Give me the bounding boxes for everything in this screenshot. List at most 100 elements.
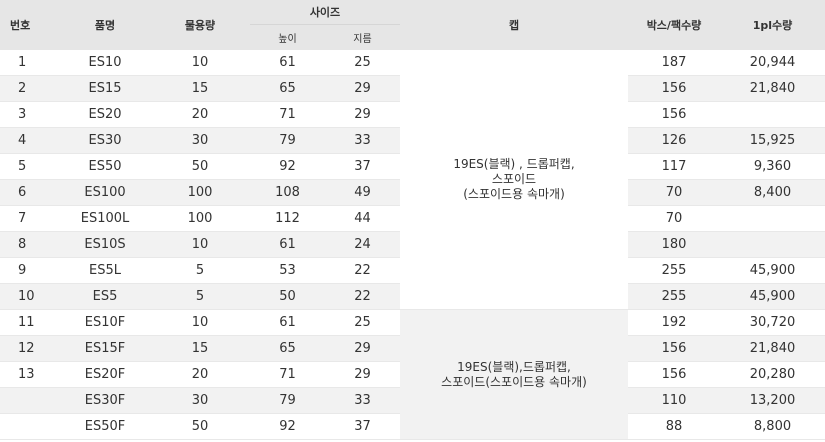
cap-text-line: (스포이드용 속마개) <box>463 187 565 201</box>
cell-box-qty: 88 <box>628 413 720 440</box>
cell-volume: 30 <box>150 127 250 154</box>
cell-height: 65 <box>250 335 325 362</box>
cell-name: ES30 <box>60 127 150 154</box>
cell-volume: 50 <box>150 153 250 180</box>
cell-diameter: 29 <box>325 335 400 362</box>
cell-no: 11 <box>0 309 60 336</box>
cap-text-line: 스포이드 <box>491 172 537 186</box>
cell-volume: 5 <box>150 283 250 310</box>
cell-no: 3 <box>0 101 60 128</box>
cell-pl-qty: 8,800 <box>720 413 825 440</box>
cell-box-qty: 156 <box>628 75 720 102</box>
header-box-qty: 박스/팩수량 <box>628 0 720 50</box>
cell-cap-group: 19ES(블랙),드롭퍼캡, 스포이드(스포이드용 속마개) <box>400 309 628 440</box>
cell-volume: 15 <box>150 75 250 102</box>
table-row: 2 ES15 15 65 29 156 21,840 <box>0 75 825 102</box>
cell-diameter: 29 <box>325 361 400 388</box>
cell-pl-qty: 21,840 <box>720 75 825 102</box>
cell-box-qty: 117 <box>628 153 720 180</box>
cell-box-qty: 156 <box>628 101 720 128</box>
cell-volume: 20 <box>150 361 250 388</box>
cell-box-qty: 70 <box>628 179 720 206</box>
cell-height: 53 <box>250 257 325 284</box>
cell-diameter: 37 <box>325 153 400 180</box>
cell-pl-qty <box>720 231 825 258</box>
cell-no <box>0 413 60 440</box>
cell-height: 50 <box>250 283 325 310</box>
cell-height: 108 <box>250 179 325 206</box>
table-body: 1 ES10 10 61 25 19ES(블랙) , 드롭퍼캡, 스포이드 (스포이드용 속마… <box>0 50 825 440</box>
cell-pl-qty <box>720 205 825 232</box>
table-row: ES50F 50 92 37 88 8,800 <box>0 413 825 440</box>
header-cap: 캡 <box>400 0 628 50</box>
cell-box-qty: 110 <box>628 387 720 414</box>
cell-height: 65 <box>250 75 325 102</box>
cell-box-qty: 156 <box>628 335 720 362</box>
cell-height: 61 <box>250 231 325 258</box>
table-row: 8 ES10S 10 61 24 180 <box>0 231 825 258</box>
cell-diameter: 49 <box>325 179 400 206</box>
cell-no: 9 <box>0 257 60 284</box>
table-row: 9 ES5L 5 53 22 255 45,900 <box>0 257 825 284</box>
cell-name: ES100 <box>60 179 150 206</box>
table-row: 10 ES5 5 50 22 255 45,900 <box>0 283 825 310</box>
cell-diameter: 33 <box>325 127 400 154</box>
cell-height: 92 <box>250 153 325 180</box>
cell-height: 112 <box>250 205 325 232</box>
header-diameter: 지름 <box>325 24 400 50</box>
table-row: 6 ES100 100 108 49 70 8,400 <box>0 179 825 206</box>
table-row: 11 ES10F 10 61 25 19ES(블랙),드롭퍼캡, 스포이드(스포이드용 속마… <box>0 309 825 440</box>
table-row: ES30F 30 79 33 110 13,200 <box>0 387 825 414</box>
cell-no: 5 <box>0 153 60 180</box>
cell-name: ES10 <box>60 50 150 76</box>
cell-name: ES100L <box>60 205 150 232</box>
cell-diameter: 22 <box>325 283 400 310</box>
cell-box-qty: 180 <box>628 231 720 258</box>
cell-volume: 100 <box>150 179 250 206</box>
cell-height: 92 <box>250 413 325 440</box>
cell-diameter: 29 <box>325 101 400 128</box>
cell-pl-qty: 21,840 <box>720 335 825 362</box>
cell-volume: 100 <box>150 205 250 232</box>
cell-height: 79 <box>250 387 325 414</box>
cap-text-line: 19ES(블랙) , 드롭퍼캡, <box>453 157 575 171</box>
cell-pl-qty: 8,400 <box>720 179 825 206</box>
cell-pl-qty: 45,900 <box>720 257 825 284</box>
cap-text-line: 스포이드(스포이드용 속마개) <box>441 374 587 389</box>
cell-box-qty: 187 <box>628 50 720 76</box>
cell-volume: 5 <box>150 257 250 284</box>
table-row: 12 ES15F 15 65 29 156 21,840 <box>0 335 825 362</box>
table-row: 5 ES50 50 92 37 117 9,360 <box>0 153 825 180</box>
cell-height: 61 <box>250 309 325 336</box>
cell-no: 6 <box>0 179 60 206</box>
cell-no: 7 <box>0 205 60 232</box>
cell-diameter: 33 <box>325 387 400 414</box>
cell-volume: 10 <box>150 50 250 76</box>
table-row: 3 ES20 20 71 29 156 <box>0 101 825 128</box>
cell-no: 1 <box>0 50 60 76</box>
cell-diameter: 25 <box>325 309 400 336</box>
cell-height: 71 <box>250 361 325 388</box>
cell-pl-qty: 9,360 <box>720 153 825 180</box>
cell-name: ES5L <box>60 257 150 284</box>
cell-diameter: 44 <box>325 205 400 232</box>
cell-name: ES10S <box>60 231 150 258</box>
cell-volume: 20 <box>150 101 250 128</box>
cell-diameter: 22 <box>325 257 400 284</box>
table-row: 13 ES20F 20 71 29 156 20,280 <box>0 361 825 388</box>
cell-name: ES50 <box>60 153 150 180</box>
cell-no: 12 <box>0 335 60 362</box>
cell-volume: 10 <box>150 231 250 258</box>
header-no: 번호 <box>0 0 60 50</box>
cell-box-qty: 255 <box>628 257 720 284</box>
cell-volume: 30 <box>150 387 250 414</box>
cell-pl-qty: 15,925 <box>720 127 825 154</box>
cell-volume: 15 <box>150 335 250 362</box>
cell-name: ES15 <box>60 75 150 102</box>
cell-box-qty: 126 <box>628 127 720 154</box>
cell-pl-qty: 45,900 <box>720 283 825 310</box>
cell-volume: 10 <box>150 309 250 336</box>
header-height: 높이 <box>250 24 325 50</box>
cell-height: 79 <box>250 127 325 154</box>
